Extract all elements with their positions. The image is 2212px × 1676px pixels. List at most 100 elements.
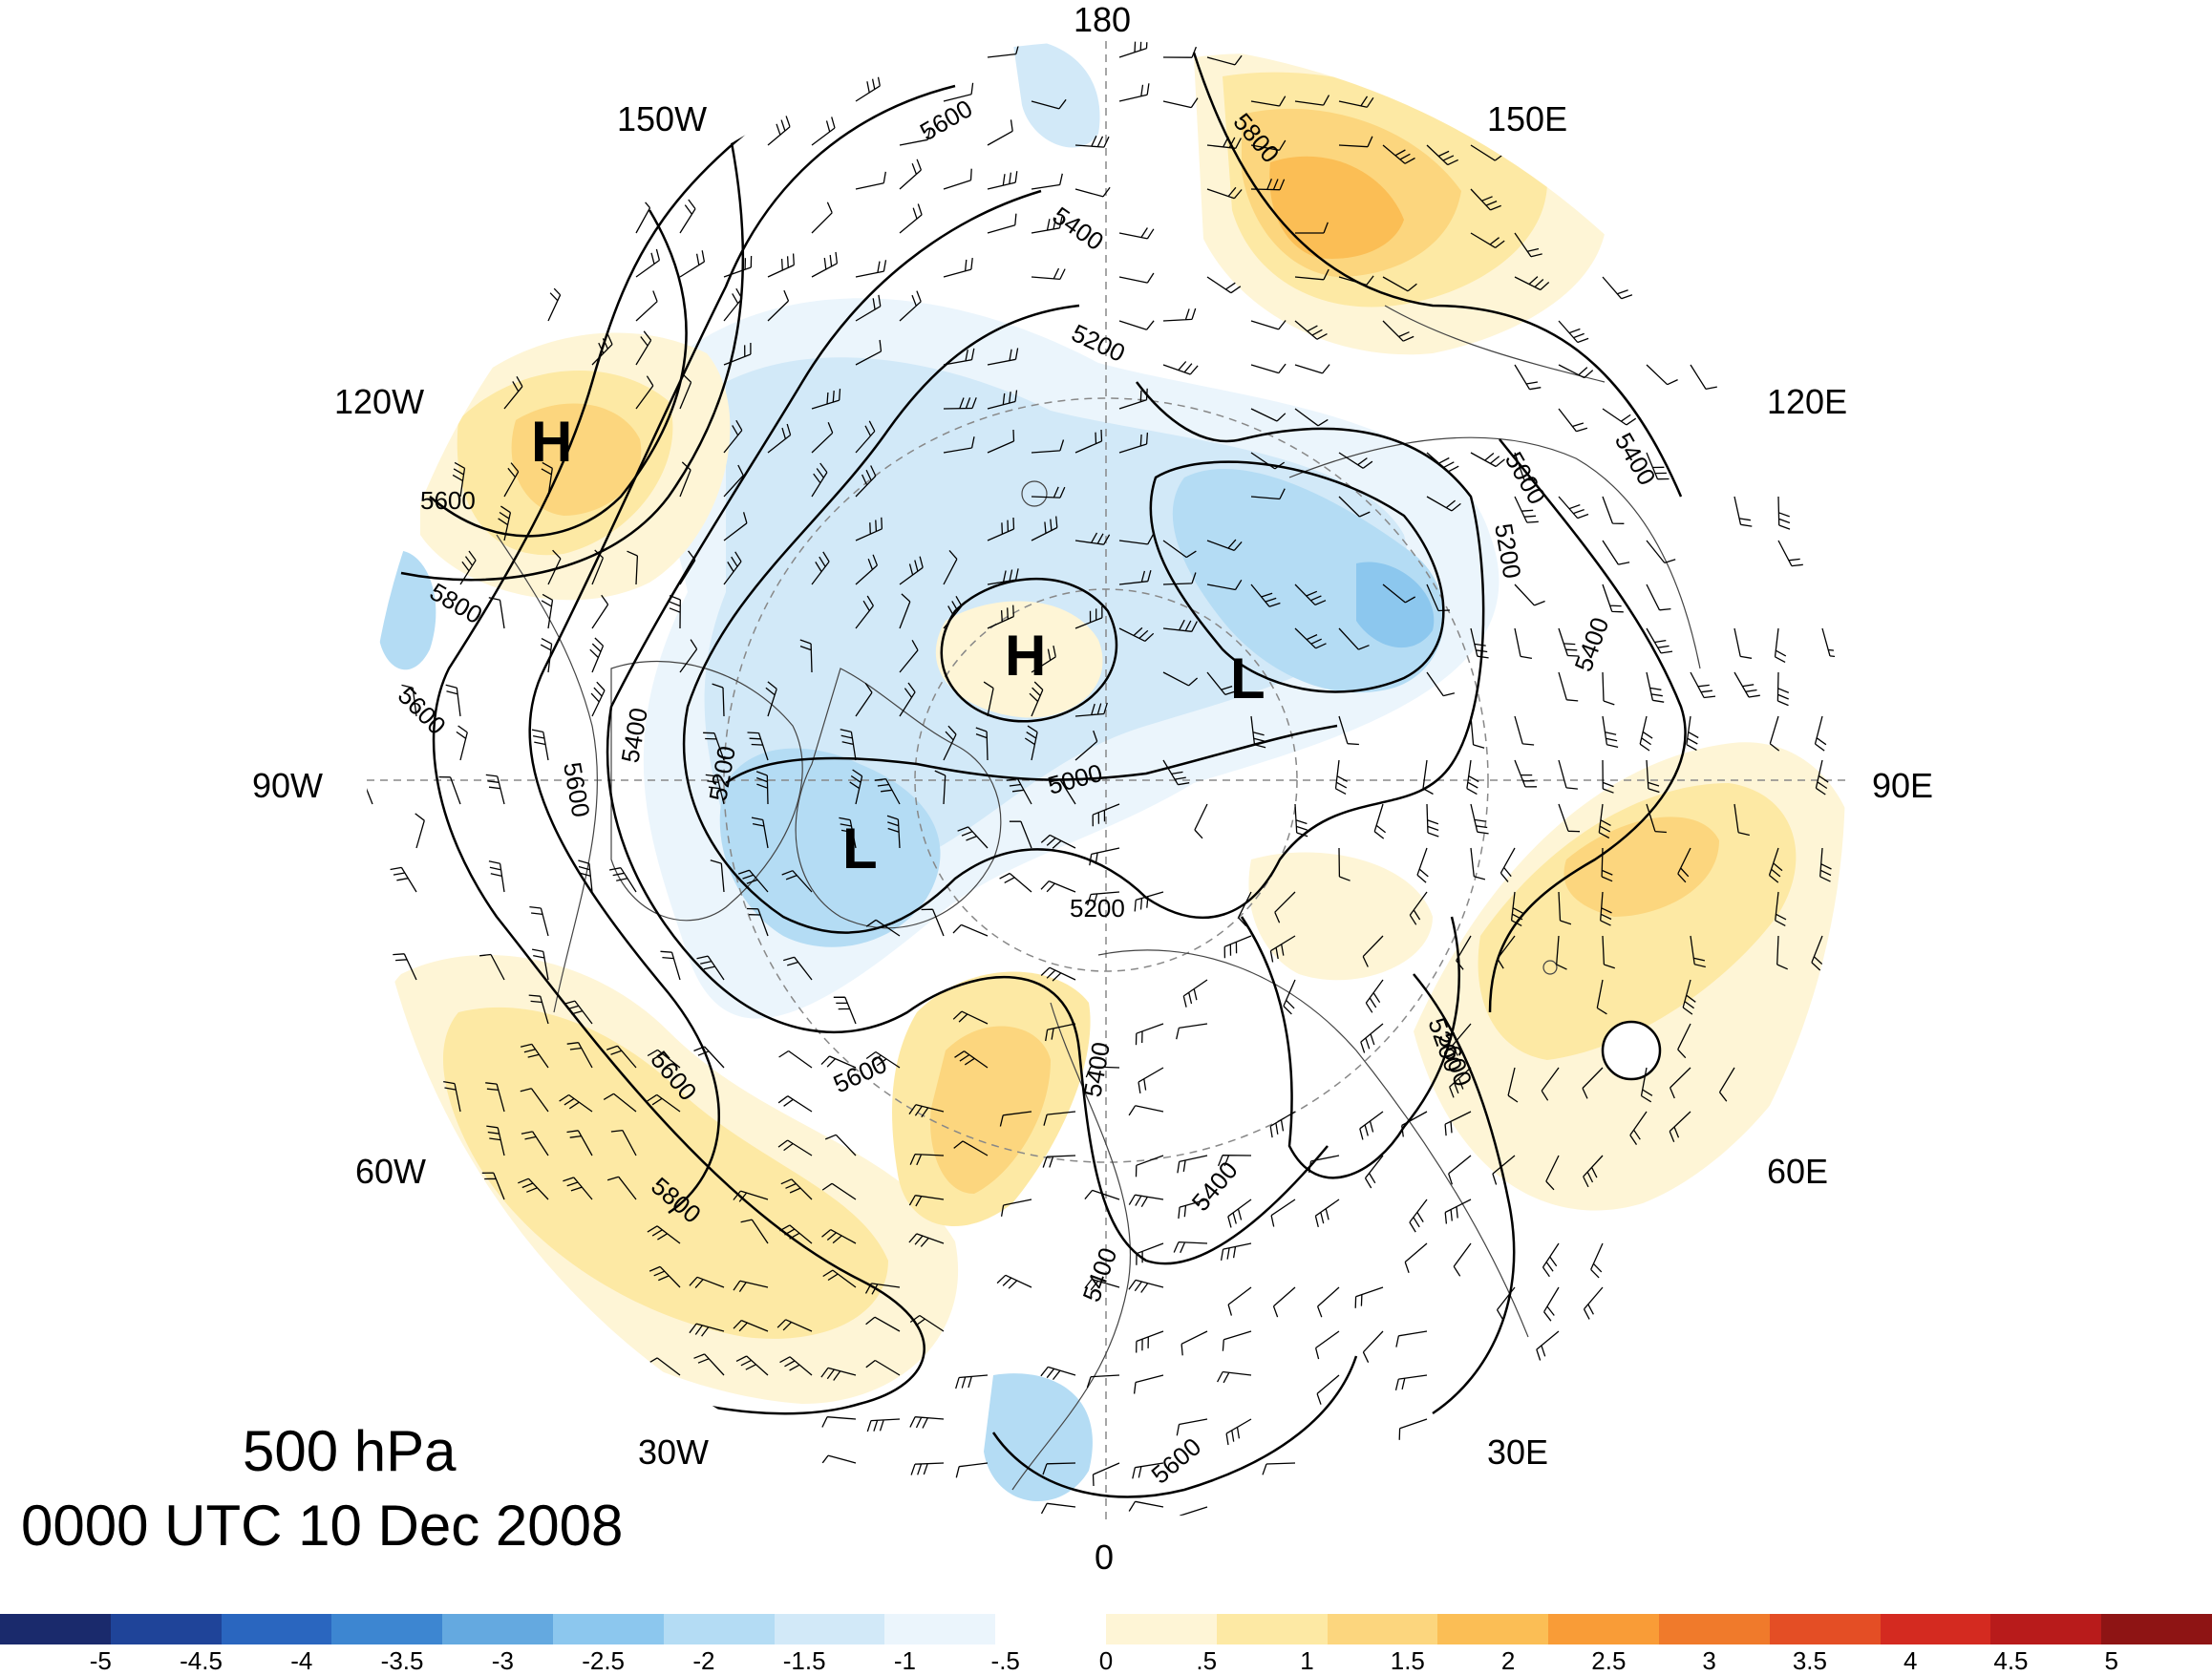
wind-barb [1690,671,1716,699]
wind-barb [865,1316,901,1332]
wind-barb [1639,715,1653,752]
wind-barbs [367,41,1842,1519]
wind-barb [855,420,876,454]
wind-barb [865,919,901,937]
wind-barb [1084,1189,1120,1200]
wind-barb [1338,847,1351,881]
wind-barb [1338,95,1374,108]
wind-barb [1492,1155,1516,1185]
wind-barb [1118,227,1155,240]
wind-barb [1359,1111,1384,1140]
wind-barb [1444,1199,1472,1224]
wind-barb [733,1190,769,1202]
wind-barb [811,421,834,454]
wind-barb [855,260,887,278]
wind-barb [1269,935,1296,963]
wind-barb [840,729,857,761]
colorbar-tick-label: -1.5 [782,1646,826,1675]
wind-barb [1118,388,1148,410]
wind-barb [1132,1462,1164,1479]
wind-barb [1338,496,1371,518]
wind-barb [1206,579,1243,591]
wind-barb [590,681,606,717]
lon-label-150e: 150E [1487,99,1568,138]
wind-barb [723,255,753,278]
wind-barb [1250,452,1286,470]
wind-barb [1496,1286,1516,1321]
wind-barb [498,505,512,541]
wind-barb [909,1416,945,1429]
wind-barb [908,1104,945,1118]
colorbar-bin [995,1614,1106,1644]
low-pressure-marker: L [842,817,878,880]
wind-barb [1646,759,1660,794]
wind-barb [1449,1067,1472,1098]
wind-barb [563,1177,593,1200]
wind-barb [1453,1242,1472,1277]
wind-barb [481,1172,505,1200]
wind-barb [438,775,461,805]
wind-barb [987,568,1019,585]
wind-barb [1250,583,1281,607]
wind-barb [864,1283,901,1295]
wind-barb [943,549,958,585]
wind-barb [1602,276,1633,300]
wind-barb [767,253,795,278]
wind-barb [589,637,605,673]
wind-barb [1220,1242,1252,1262]
wind-barb [1536,1330,1560,1361]
colorbar-bin [442,1614,553,1644]
wind-barb [393,953,417,981]
wind-barb [1646,452,1670,480]
wind-barb [1646,627,1673,654]
wind-barb [1250,139,1287,151]
wind-barb [1602,583,1624,613]
wind-barb [740,1219,769,1244]
lon-label-150w: 150W [617,99,708,138]
wind-barb [679,461,691,498]
wind-barb [540,638,553,673]
wind-barb [778,1050,813,1069]
wind-barb [1365,979,1384,1013]
wind-barb [1087,891,1120,906]
wind-barb [635,330,652,366]
wind-barb [781,870,813,893]
wind-barb [608,867,637,893]
wind-barb [635,290,658,322]
wind-barb [987,517,1015,541]
wind-barb [1118,534,1155,545]
wind-barb [679,639,698,673]
wind-barb [1416,847,1429,883]
wind-barb [780,1178,813,1200]
lon-label-120w: 120W [334,382,425,421]
wind-barb [1206,539,1243,552]
wind-barb [824,1134,857,1156]
wind-barb [1238,891,1252,927]
wind-barb [1602,408,1637,426]
wind-barb [485,1082,505,1113]
wind-barb [1042,1462,1076,1475]
wind-barb [1470,452,1505,468]
colorbar-bin [110,1614,222,1644]
wind-barb [1545,1155,1560,1191]
wind-barb [865,1359,901,1376]
wind-barb [1382,144,1415,164]
colorbar-tick-label: 4 [1903,1646,1918,1675]
wind-barb [1426,144,1458,166]
wind-barb [855,339,883,366]
wind-barb [1162,46,1198,58]
wind-barb [1769,715,1780,752]
wind-barb [855,554,879,585]
wind-barb [1040,966,1076,982]
wind-barb [1128,1194,1164,1208]
wind-barb [1775,891,1787,926]
height-contours [400,52,1687,1498]
wind-barb [1031,439,1065,454]
wind-barb [723,287,743,322]
wind-barb [1448,1155,1472,1185]
wind-barb [1470,715,1485,749]
wind-barb [1541,1067,1560,1101]
wind-barb [1074,702,1108,717]
wind-barb [1092,803,1120,827]
wind-barb [1294,364,1330,374]
